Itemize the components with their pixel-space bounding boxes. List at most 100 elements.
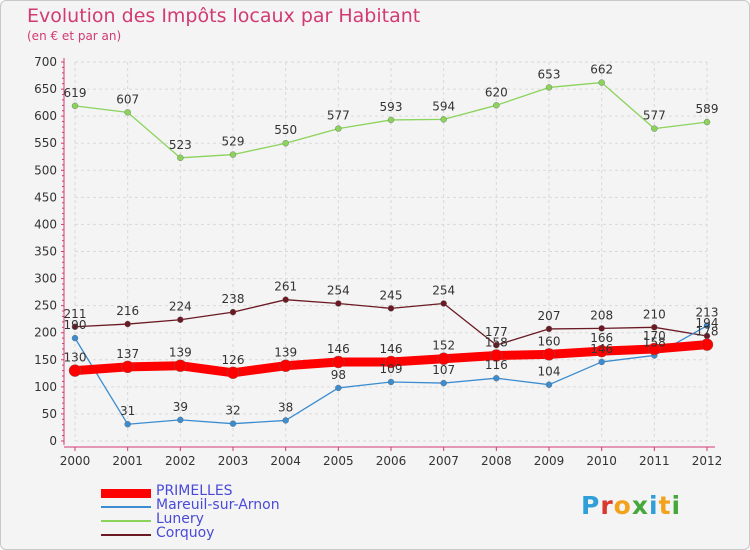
data-point — [598, 325, 605, 332]
data-label: 211 — [64, 307, 87, 321]
data-point — [440, 300, 447, 307]
plot-area — [75, 62, 707, 441]
data-label: 194 — [696, 316, 719, 330]
y-tick-label: 350 — [34, 245, 57, 259]
x-tick-label: 2012 — [692, 454, 723, 468]
data-point — [177, 154, 184, 162]
data-point — [229, 151, 237, 158]
logo-letter: t — [658, 491, 672, 520]
y-tick-label: 100 — [34, 380, 57, 394]
data-label: 160 — [538, 334, 561, 348]
data-label: 139 — [169, 346, 192, 360]
data-label: 38 — [278, 400, 293, 414]
x-tick-label: 2010 — [586, 454, 617, 468]
data-point — [545, 381, 553, 388]
legend-swatch — [101, 520, 151, 522]
data-point — [124, 320, 131, 328]
data-label: 146 — [590, 342, 613, 356]
data-point — [384, 355, 398, 369]
data-point — [124, 109, 131, 116]
data-label: 593 — [380, 100, 403, 114]
data-label: 109 — [380, 362, 403, 376]
data-point — [71, 334, 79, 342]
x-tick-label: 2002 — [165, 454, 196, 468]
data-label: 178 — [696, 325, 719, 339]
data-point — [493, 341, 500, 349]
data-point — [703, 118, 711, 126]
legend-label: PRIMELLES — [156, 483, 233, 499]
data-label: 653 — [538, 67, 561, 81]
data-label: 107 — [432, 363, 455, 377]
data-point — [282, 417, 289, 424]
data-point — [335, 384, 342, 392]
y-tick-label: 700 — [34, 55, 57, 69]
data-point — [229, 420, 237, 427]
data-point — [490, 349, 503, 362]
x-tick-label: 2011 — [639, 454, 670, 468]
data-point — [651, 125, 658, 132]
legend-swatch — [101, 488, 151, 498]
data-label: 207 — [538, 309, 561, 323]
legend-item: Corquoy — [101, 525, 361, 542]
legend-item: Mareuil-sur-Arnon — [101, 497, 361, 514]
y-tick-label: 450 — [34, 190, 57, 204]
data-point — [595, 344, 608, 358]
x-tick-label: 2006 — [376, 454, 407, 468]
y-tick-label: 550 — [34, 136, 57, 150]
data-label: 662 — [590, 63, 613, 77]
data-label: 137 — [116, 347, 139, 361]
series-primelles — [68, 338, 714, 379]
y-tick-label: 400 — [34, 217, 57, 231]
data-label: 146 — [380, 342, 403, 356]
data-label: 254 — [327, 283, 350, 297]
data-point — [542, 348, 556, 361]
x-tick-label: 2009 — [534, 454, 565, 468]
data-point — [177, 416, 184, 424]
data-point — [226, 366, 240, 379]
data-point — [387, 305, 395, 312]
x-tick-label: 2008 — [481, 454, 512, 468]
data-point — [651, 324, 658, 331]
data-label: 594 — [432, 99, 455, 113]
data-label: 216 — [116, 304, 139, 318]
data-label: 104 — [538, 365, 561, 379]
legend-swatch — [101, 506, 151, 508]
data-point — [174, 359, 187, 372]
data-point — [71, 102, 79, 110]
data-label: 577 — [327, 109, 350, 123]
data-label: 152 — [432, 339, 455, 353]
data-point — [440, 379, 447, 387]
y-tick-label: 150 — [34, 353, 57, 367]
data-label: 523 — [169, 138, 192, 152]
legend-label: Corquoy — [156, 525, 215, 541]
data-label: 550 — [274, 123, 297, 137]
data-point — [437, 352, 450, 365]
data-label: 607 — [116, 92, 139, 106]
data-label: 210 — [643, 307, 666, 321]
data-point — [279, 359, 292, 372]
data-label: 139 — [274, 346, 297, 360]
data-label: 39 — [173, 400, 188, 414]
data-label: 577 — [643, 109, 666, 123]
chart-subtitle: (en € et par an) — [27, 29, 122, 43]
data-label: 166 — [590, 331, 613, 345]
data-label: 529 — [222, 135, 245, 149]
logo-letter: r — [600, 491, 614, 520]
data-point — [229, 308, 237, 316]
data-point — [545, 325, 553, 333]
data-point — [703, 322, 711, 329]
data-point — [493, 102, 500, 109]
data-label: 213 — [696, 306, 719, 320]
data-label: 190 — [64, 318, 87, 332]
data-label: 245 — [380, 288, 403, 302]
data-label: 254 — [432, 283, 455, 297]
y-tick-label: 650 — [34, 82, 57, 96]
data-point — [335, 300, 342, 307]
data-point — [598, 79, 605, 86]
series-lunery — [71, 79, 711, 162]
data-point — [71, 323, 79, 330]
data-label: 32 — [225, 404, 240, 418]
legend-item: PRIMELLES — [101, 483, 361, 500]
data-point — [282, 140, 289, 147]
